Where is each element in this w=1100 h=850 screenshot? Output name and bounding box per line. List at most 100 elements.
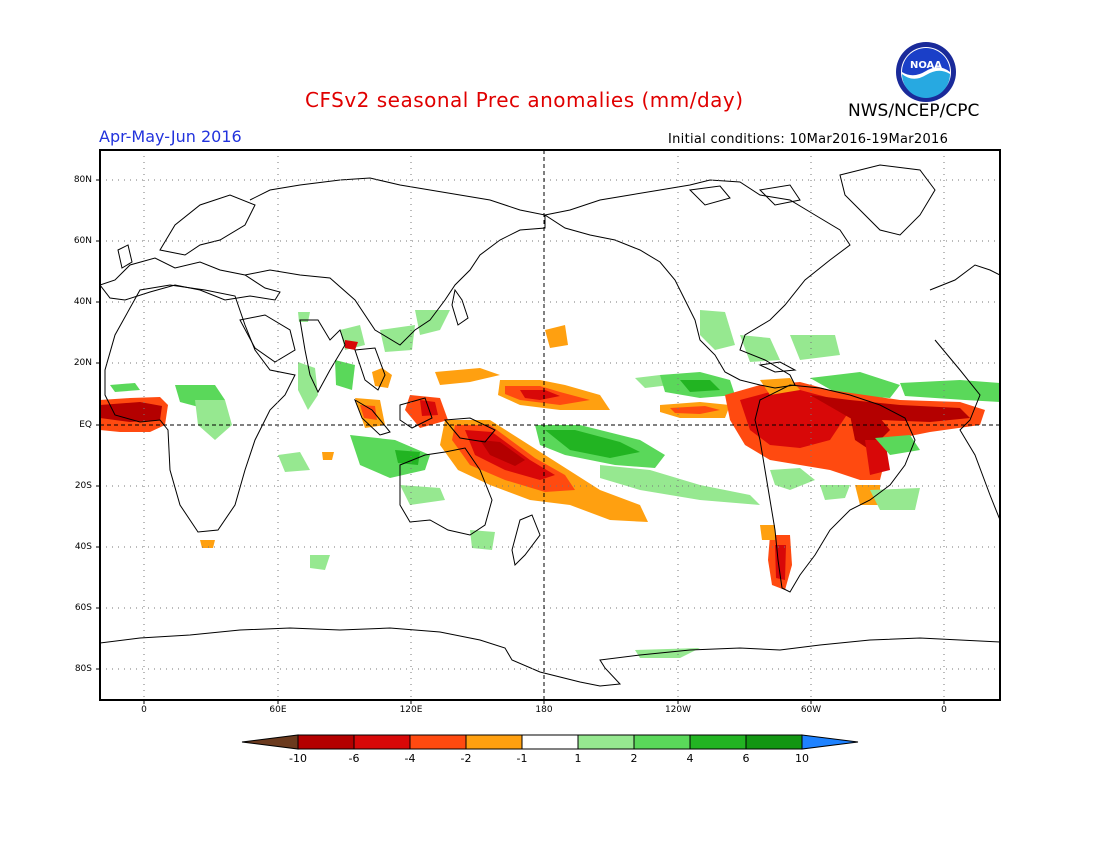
coastline-africa-east <box>934 339 1000 521</box>
anomaly-region <box>195 400 232 440</box>
anomaly-region <box>900 380 1000 402</box>
anomaly-region <box>298 362 318 410</box>
lat-label: 40N <box>73 297 92 307</box>
lat-label: 60N <box>73 236 92 246</box>
colorbar-label: -4 <box>404 752 416 765</box>
coastline-caribbean <box>758 361 797 373</box>
anomaly-region <box>350 435 430 478</box>
coastline-scandinavia <box>159 194 256 256</box>
coastline-antarctica <box>100 627 1000 687</box>
lon-label: 120W <box>664 705 692 715</box>
anomaly-region <box>810 395 970 422</box>
anomaly-region <box>850 415 890 450</box>
lat-label: 40S <box>74 542 92 552</box>
initial-conditions-label: Initial conditions: 10Mar2016-19Mar2016 <box>668 132 949 147</box>
lat-label: 80N <box>73 175 92 185</box>
anomaly-region <box>380 325 415 352</box>
colorbar-label: -2 <box>460 752 472 765</box>
coastline-new-guinea <box>443 417 496 443</box>
coastline-greenland <box>839 164 936 236</box>
anomaly-region <box>700 310 735 350</box>
coastline-north-america <box>543 179 851 389</box>
colorbar-swatch-high <box>801 734 859 750</box>
colorbar-swatch <box>409 734 467 750</box>
anomaly-region <box>680 380 720 392</box>
colorbar-label: 1 <box>574 752 582 765</box>
colorbar <box>241 734 859 750</box>
season-period-label: Apr-May-Jun 2016 <box>99 127 242 146</box>
colorbar-label: -1 <box>516 752 528 765</box>
coastline-uk <box>117 244 133 269</box>
colorbar-swatch <box>521 734 579 750</box>
coastline-borneo <box>399 397 433 429</box>
coastline-arabia <box>239 314 296 363</box>
colorbar-label: 10 <box>795 752 809 765</box>
anomaly-region <box>740 390 850 448</box>
map-title: CFSv2 seasonal Prec anomalies (mm/day) <box>305 88 744 112</box>
anomaly-region <box>100 402 162 422</box>
coastline-south-america <box>754 384 916 593</box>
anomaly-region <box>600 465 760 505</box>
anomaly-region <box>110 383 140 392</box>
colorbar-swatch <box>353 734 411 750</box>
axis-ticks <box>96 179 945 704</box>
anomaly-region <box>278 452 310 472</box>
anomaly-region <box>310 555 330 570</box>
coastline-canada-islands <box>688 185 731 206</box>
lat-lon-grid <box>100 150 1000 700</box>
coastline-sumatra <box>354 398 391 436</box>
colorbar-swatch <box>633 734 691 750</box>
anomaly-region <box>875 435 920 455</box>
colorbar-label: 2 <box>630 752 638 765</box>
coastline-europe-east <box>929 264 1000 291</box>
colorbar-label: -10 <box>289 752 307 765</box>
anomaly-region <box>770 468 815 490</box>
anomaly-region <box>372 368 392 388</box>
coastline-iceland <box>70 208 95 220</box>
coastlines <box>70 164 1000 687</box>
colorbar-label: 4 <box>686 752 694 765</box>
colorbar-swatch <box>465 734 523 750</box>
anomaly-region <box>335 360 355 390</box>
coastline-japan <box>451 288 469 326</box>
anomaly-region <box>415 310 450 335</box>
lat-label: 20S <box>74 481 92 491</box>
coastline-australia <box>399 447 493 536</box>
anomaly-region <box>820 485 850 500</box>
anomaly-region <box>360 405 377 420</box>
anomaly-region <box>435 368 500 385</box>
lon-label: 0 <box>941 705 947 715</box>
anomaly-region <box>870 488 920 510</box>
coastline-sea <box>354 347 386 391</box>
anomaly-region <box>322 452 334 460</box>
anomaly-region <box>400 485 445 505</box>
lon-label: 60W <box>800 705 822 715</box>
anomaly-region <box>760 378 800 395</box>
lat-label: 60S <box>74 603 92 613</box>
colorbar-label: -6 <box>348 752 360 765</box>
anomaly-region <box>345 340 358 350</box>
coastline-new-zealand <box>511 514 541 567</box>
anomaly-region <box>200 540 215 548</box>
anomaly-region <box>865 440 890 475</box>
organization-label: NWS/NCEP/CPC <box>848 101 980 121</box>
anomaly-region <box>520 390 560 400</box>
lon-label: 0 <box>141 705 147 715</box>
anomaly-region <box>760 525 775 540</box>
colorbar-label: 6 <box>742 752 750 765</box>
lat-label: 20N <box>73 358 92 368</box>
equator-dateline-lines <box>100 150 1000 700</box>
anomaly-region <box>670 406 720 414</box>
colorbar-swatch <box>689 734 747 750</box>
anomaly-shading <box>100 310 1000 658</box>
anomaly-region <box>545 325 568 348</box>
lon-label: 60E <box>269 705 287 715</box>
lat-label: 80S <box>74 664 92 674</box>
anomaly-region <box>470 530 495 550</box>
colorbar-swatch <box>297 734 355 750</box>
anomaly-region <box>395 450 420 465</box>
lat-label: EQ <box>79 420 92 430</box>
coastline-europe <box>100 257 281 301</box>
coastline-africa <box>104 284 296 533</box>
